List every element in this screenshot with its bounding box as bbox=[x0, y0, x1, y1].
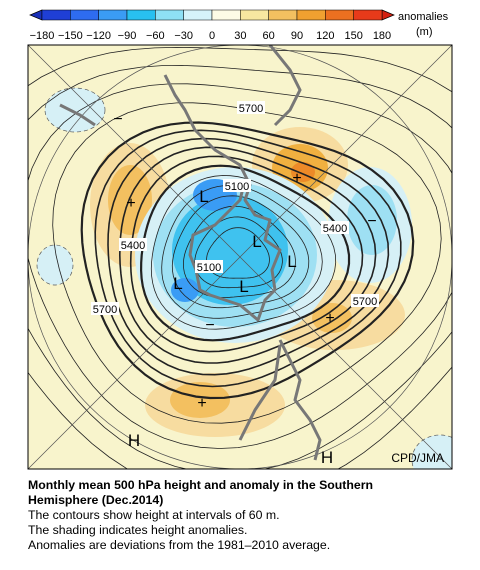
contour bbox=[107, 137, 390, 376]
credit: CPD/JMA bbox=[391, 451, 444, 465]
contour-label-box bbox=[321, 221, 349, 234]
colorbar-tick-label: −90 bbox=[118, 30, 137, 42]
contour bbox=[28, 64, 452, 469]
caption-line: The contours show height at intervals of… bbox=[28, 508, 280, 522]
colorbar-tick-label: −60 bbox=[146, 30, 165, 42]
contour bbox=[28, 46, 452, 469]
marker: L bbox=[199, 187, 208, 206]
colorbar-tick-label: 150 bbox=[344, 30, 362, 42]
colorbar-segment bbox=[98, 9, 128, 21]
colorbar-segment bbox=[126, 9, 156, 21]
colorbar-end bbox=[381, 9, 395, 21]
contour bbox=[80, 121, 415, 400]
shade bbox=[44, 87, 106, 133]
colorbar-tick-label: −120 bbox=[86, 30, 111, 42]
marker: + bbox=[292, 170, 301, 187]
colorbar-segment bbox=[211, 9, 241, 21]
meridian bbox=[28, 45, 452, 469]
marker: − bbox=[205, 317, 214, 334]
contour bbox=[194, 216, 283, 289]
marker: L bbox=[239, 277, 248, 296]
colorbar-tick-label: 90 bbox=[291, 30, 303, 42]
colorbar-tick-label: −30 bbox=[174, 30, 193, 42]
contour bbox=[206, 227, 270, 279]
contour-label: 5700 bbox=[239, 103, 263, 115]
colorbar-unit: (m) bbox=[416, 26, 433, 38]
caption-line: Anomalies are deviations from the 1981–2… bbox=[28, 538, 331, 552]
shade bbox=[108, 165, 152, 235]
contour-label-box bbox=[237, 101, 265, 114]
colorbar-segment bbox=[70, 9, 99, 21]
contour bbox=[52, 102, 442, 424]
contour bbox=[129, 155, 364, 353]
coastline bbox=[163, 74, 322, 461]
colorbar-segment bbox=[353, 9, 383, 21]
colorbar-segment bbox=[325, 9, 354, 21]
colorbar-tick-label: −180 bbox=[30, 30, 55, 42]
shade bbox=[170, 382, 230, 418]
marker: L bbox=[252, 232, 261, 251]
marker: + bbox=[126, 195, 135, 212]
contour-label-box bbox=[351, 294, 379, 307]
colorbar-segment bbox=[240, 9, 269, 21]
colorbar-tick-label: 120 bbox=[316, 30, 334, 42]
marker: + bbox=[325, 310, 334, 327]
contour bbox=[28, 83, 452, 449]
contour bbox=[94, 129, 402, 388]
marker: H bbox=[321, 448, 333, 467]
colorbar-tick-label: 0 bbox=[209, 30, 215, 42]
marker: + bbox=[197, 395, 206, 412]
marker: L bbox=[287, 252, 296, 271]
map-frame bbox=[27, 44, 453, 470]
contour-label: 5400 bbox=[323, 223, 347, 235]
colorbar-title: anomalies bbox=[398, 11, 449, 23]
caption-title: Monthly mean 500 hPa height and anomaly … bbox=[28, 478, 374, 507]
caption-line: The shading indicates height anomalies. bbox=[28, 523, 248, 537]
contour-label: 5100 bbox=[225, 181, 249, 193]
colorbar-tick-label: 30 bbox=[234, 30, 246, 42]
colorbar-tick-label: 60 bbox=[263, 30, 275, 42]
marker: − bbox=[113, 111, 122, 128]
marker: L bbox=[173, 274, 182, 293]
colorbar-segment bbox=[296, 9, 326, 21]
colorbar-tick-label: 180 bbox=[373, 30, 391, 42]
map: 5700 5100 5400 5400 5100 5700 5700 − + L + − L L L L − +… bbox=[28, 45, 452, 469]
contour-label: 5400 bbox=[121, 240, 145, 252]
contour bbox=[139, 164, 351, 342]
figure: −180 −150 −120 −90 −60 −30 0 30 60 90 120 150 180 an… bbox=[27, 9, 453, 470]
contour-label-box bbox=[119, 238, 147, 251]
contour-label: 5100 bbox=[197, 262, 221, 274]
contours bbox=[28, 46, 452, 469]
contour-label-box bbox=[195, 260, 223, 273]
grid bbox=[28, 45, 452, 469]
marker: − bbox=[367, 213, 376, 230]
shade bbox=[171, 278, 199, 302]
colorbar-end bbox=[29, 9, 43, 21]
contour-label: 5700 bbox=[93, 304, 117, 316]
shade bbox=[36, 244, 74, 286]
contour bbox=[161, 185, 323, 319]
colorbar-tick-label: −150 bbox=[58, 30, 83, 42]
contour bbox=[171, 195, 310, 309]
markers: − + L + − L L L L − + + H H bbox=[113, 111, 376, 467]
contour-label: 5700 bbox=[353, 296, 377, 308]
marker: H bbox=[128, 431, 140, 450]
colorbar-segment bbox=[183, 9, 213, 21]
colorbar-segment bbox=[41, 9, 71, 21]
contour-label-box bbox=[223, 179, 251, 192]
contour-labels: 5700 5100 5400 5400 5100 5700 5700 bbox=[91, 101, 379, 316]
caption: Monthly mean 500 hPa height and anomaly … bbox=[28, 478, 468, 553]
colorbar-segment bbox=[155, 9, 184, 21]
colorbar: −180 −150 −120 −90 −60 −30 0 30 60 90 120 150 180 bbox=[29, 9, 395, 42]
shade bbox=[411, 434, 452, 469]
contour bbox=[118, 146, 377, 364]
coastline bbox=[59, 45, 302, 127]
contour bbox=[150, 175, 337, 330]
colorbar-segment bbox=[268, 9, 298, 21]
contour-label-box bbox=[91, 302, 119, 315]
